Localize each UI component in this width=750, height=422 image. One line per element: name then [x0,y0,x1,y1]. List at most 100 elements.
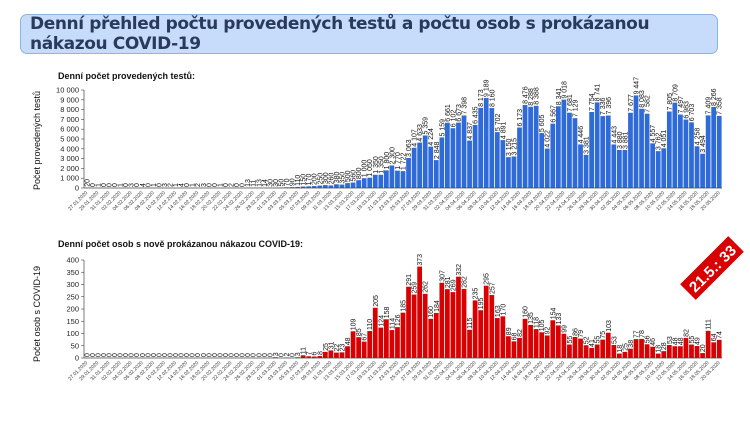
tests-value-label: 4 633 [417,124,424,142]
cases-value-label: 55 [595,336,602,344]
tests-value-label: 13 [245,179,252,187]
cases-value-label: 0 [190,353,197,357]
tests-value-label: 3 381 [584,136,591,154]
tests-value-label: 1 350 [378,156,385,174]
tests-bar [644,113,650,188]
tests-bar [672,102,678,188]
cases-bar [705,330,711,358]
cases-bar [517,337,522,358]
tests-bar [628,112,633,188]
tests-value-label: 8 709 [672,84,679,102]
tests-y-axis-label: Počet provedených testů [32,91,42,190]
tests-value-label: 1 800 [384,152,391,170]
tests-bar [400,171,406,188]
cases-value-label: 31 [328,342,335,350]
cases-value-label: 160 [428,306,435,318]
cases-bar [334,352,339,358]
cases-value-label: 259 [412,282,419,294]
tests-value-label: 20 [84,179,91,187]
tests-value-label: 0 [106,183,113,187]
cases-value-label: 0 [162,353,169,357]
cases-bar [395,327,400,358]
cases-bar [611,345,617,358]
cases-bar [694,345,700,358]
tests-bar [334,184,339,188]
cases-value-label: 0 [240,353,247,357]
cases-value-label: 74 [717,331,724,339]
tests-bar [433,160,439,188]
page-title: Denní přehled počtu provedených testů a … [30,14,650,54]
tests-value-label: 150 [301,174,308,186]
tests-value-label: 8 083 [639,90,646,108]
tests-value-label: 4 107 [412,129,419,147]
cases-value-label: 154 [550,307,557,319]
tests-value-label: 1 050 [367,159,374,177]
tests-value-label: 1 [151,183,158,187]
y-tick-label: 1 000 [60,174,79,183]
cases-bar [411,294,417,358]
cases-value-label: 257 [489,282,496,294]
tests-chart-title: Denní počet provedených testů: [58,71,195,81]
tests-value-label: 300 [323,172,330,184]
cases-bar [472,300,478,358]
cases-bar [550,320,556,358]
tests-bar [666,111,672,188]
tests-value-label: 500 [345,170,352,182]
cases-value-label: 235 [473,288,480,300]
cases-bar [378,327,384,358]
tests-value-label: 1 000 [362,160,369,178]
tests-bar [450,128,456,188]
cases-bar [572,336,578,358]
cases-bar [622,351,628,358]
cases-value-label: 3 [273,352,280,356]
tests-value-label: 1 [173,183,180,187]
tests-bar [683,119,689,188]
cases-value-label: 109 [351,319,358,331]
cases-value-label: 25 [622,343,629,351]
cases-value-label: 22 [334,344,341,352]
y-tick-label: 8 000 [60,105,79,114]
tests-bar [506,157,511,188]
cases-value-label: 158 [384,307,391,319]
cases-bar [478,310,484,358]
tests-bar [494,132,500,188]
tests-value-label: 1 [190,183,197,187]
cases-bar [528,324,533,358]
cases-bar [539,332,545,358]
cases-bar [300,355,306,358]
tests-value-label: 8 476 [523,86,530,104]
tests-value-label: 4 051 [661,130,668,148]
badge-text: 21.5.: 33 [686,242,740,296]
cases-value-label: 82 [683,329,690,337]
tests-value-label: 0 [223,183,230,187]
tests-bar [456,122,461,188]
tests-bar [300,186,306,188]
cases-value-label: 8 [317,351,324,355]
cases-value-label: 0 [206,353,213,357]
cases-bar [328,350,334,358]
cases-bar [383,319,389,358]
tests-value-label: 2 300 [389,147,396,165]
cases-bar [450,292,456,358]
tests-value-label: 2 [195,183,202,187]
tests-value-label: 250 [317,173,324,185]
cases-value-label: 0 [234,353,241,357]
tests-value-label: 2 [167,183,174,187]
cases-bar [533,329,539,358]
tests-bar [700,153,705,188]
cases-bar [567,344,572,358]
tests-value-label: 1 722 [401,153,408,171]
cases-value-label: 262 [423,281,430,293]
cases-value-label: 114 [389,318,396,329]
cases-bar [644,344,650,358]
y-tick-label: 150 [66,317,79,326]
cases-value-label: 53 [611,336,618,344]
cases-bar [339,352,345,358]
cases-value-label: 332 [456,264,463,276]
tests-bar [533,105,539,188]
cases-value-label: 0 [290,353,297,357]
cases-bar [716,339,722,358]
y-tick-label: 0 [75,184,79,193]
